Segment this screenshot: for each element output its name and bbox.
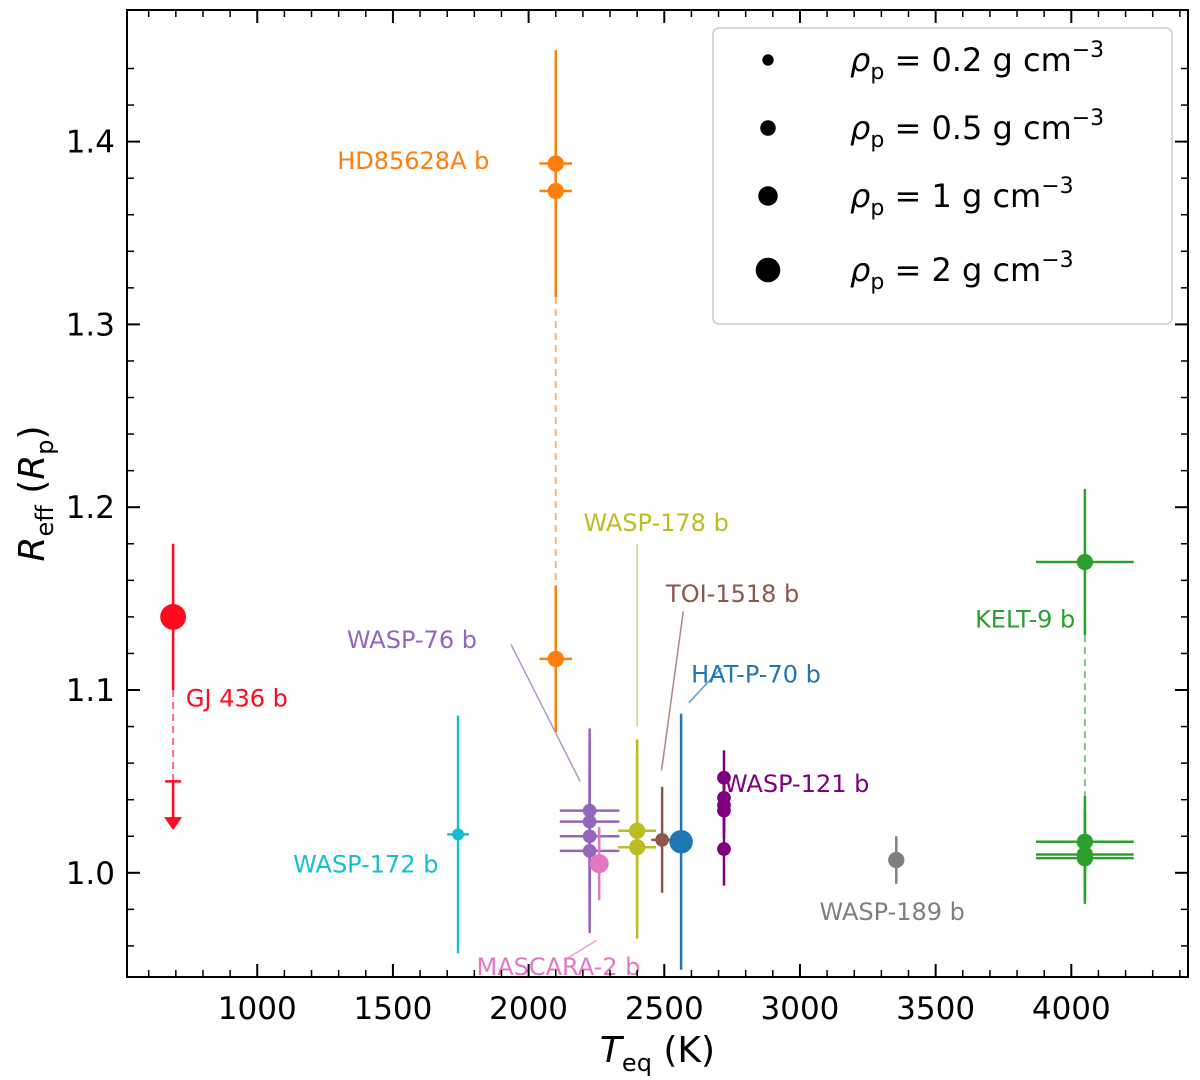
legend-marker	[755, 257, 781, 283]
wasp-76-b-data-point	[582, 844, 597, 858]
kelt-9-b-data-point	[1076, 553, 1094, 571]
mascara-2-b-data-point	[589, 854, 609, 874]
hat-p-70-b-data-point	[669, 829, 693, 854]
y-tick-label: 1.3	[66, 307, 115, 343]
data-points-layer	[160, 155, 1094, 874]
toi-1518-b-data-point	[655, 833, 669, 847]
kelt-9-b-label: KELT-9 b	[975, 606, 1075, 634]
x-tick-label: 3500	[896, 991, 975, 1027]
x-tick-label: 1000	[218, 991, 297, 1027]
wasp-121-b-label: WASP-121 b	[724, 770, 869, 798]
wasp-76-b-data-point	[582, 814, 597, 829]
y-tick-label: 1.4	[66, 125, 115, 161]
kelt-9-b-data-point	[1076, 833, 1094, 850]
wasp-178-b-data-point	[629, 839, 646, 856]
x-tick-label: 2000	[489, 991, 568, 1027]
annotation-connector	[688, 667, 722, 704]
toi-1518-b-label: TOI-1518 b	[665, 580, 799, 608]
y-tick-label: 1.1	[66, 673, 115, 709]
plot-frame	[126, 9, 1189, 978]
wasp-189-b-label: WASP-189 b	[820, 898, 965, 926]
hd85628a-b-label: HD85628A b	[337, 147, 489, 175]
wasp-172-b-label: WASP-172 b	[293, 851, 438, 879]
wasp-121-b-data-point	[717, 803, 731, 818]
hat-p-70-b-label: HAT-P-70 b	[691, 661, 821, 689]
wasp-121-b-data-point	[717, 842, 731, 856]
wasp-172-b-data-point	[452, 828, 465, 841]
legend-entry-label: ρp = 1 g cm−3	[850, 174, 1074, 221]
annotation-labels-layer: HD85628A b GJ 436 b WASP-178 b TOI-1518 b WA…	[186, 147, 1075, 981]
wasp-76-b-data-point	[582, 803, 597, 818]
legend-entry-label: ρp = 2 g cm−3	[850, 248, 1074, 295]
y-tick-label: 1.0	[66, 856, 115, 892]
x-tick-label: 2500	[625, 991, 704, 1027]
x-tick-label: 3000	[761, 991, 840, 1027]
wasp-189-b-data-point	[888, 851, 905, 869]
legend-entry-label: ρp = 0.2 g cm−3	[850, 38, 1104, 85]
y-tick-label: 1.2	[66, 490, 115, 526]
hd85628a-b-data-point	[547, 182, 564, 200]
gj-436-b-data-point	[160, 603, 187, 630]
dashed-connections-layer	[172, 296, 1086, 797]
legend-marker	[758, 186, 778, 206]
legend-box	[712, 27, 1173, 325]
legend-entry-label: ρp = 0.5 g cm−3	[850, 106, 1104, 153]
legend-marker	[760, 120, 776, 136]
kelt-9-b-data-point	[1076, 850, 1094, 867]
x-axis-label: Teq (K)	[600, 1030, 715, 1077]
annotation-connector	[563, 939, 597, 962]
gj-436-b-upper-limit-arrow	[164, 817, 183, 831]
legend-marker	[762, 54, 774, 66]
gj-436-b-label: GJ 436 b	[186, 684, 288, 712]
x-tick-label: 4000	[1032, 991, 1111, 1027]
wasp-76-b-label: WASP-76 b	[347, 626, 477, 654]
wasp-178-b-data-point	[629, 822, 646, 839]
y-axis-label: Reff (Rp)	[12, 425, 59, 561]
hd85628a-b-data-point	[547, 155, 564, 172]
wasp-121-b-data-point	[717, 770, 731, 785]
hd85628a-b-data-point	[547, 650, 564, 668]
wasp-178-b-label: WASP-178 b	[583, 509, 728, 537]
wasp-76-b-data-point	[582, 829, 597, 844]
axis-ticks-layer: 1000 1500 2000 2500 3000 3500 4000 1.0 1.1 1.2 1.3…	[66, 10, 1188, 1027]
legend: ρp = 0.2 g cm−3 ρp = 0.5 g cm−3 ρp = 1 g c…	[712, 27, 1173, 325]
annotation-connectors-layer	[510, 543, 722, 962]
annotation-connector	[660, 611, 685, 771]
x-tick-label: 1500	[353, 991, 432, 1027]
annotation-connector	[510, 643, 581, 782]
